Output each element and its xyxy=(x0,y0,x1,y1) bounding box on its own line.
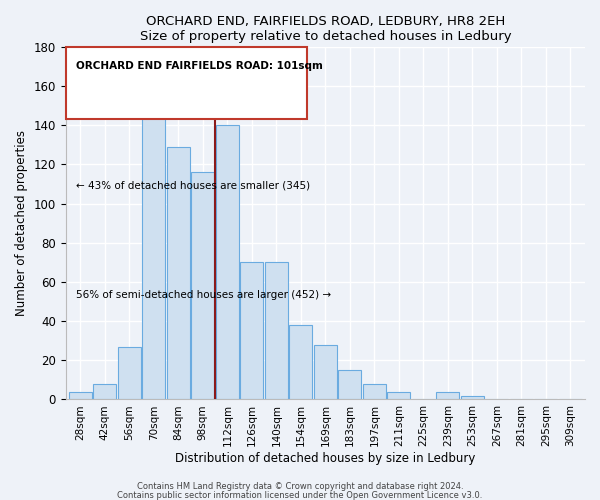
Y-axis label: Number of detached properties: Number of detached properties xyxy=(15,130,28,316)
Text: Contains HM Land Registry data © Crown copyright and database right 2024.: Contains HM Land Registry data © Crown c… xyxy=(137,482,463,491)
Text: Contains public sector information licensed under the Open Government Licence v3: Contains public sector information licen… xyxy=(118,490,482,500)
Text: 56% of semi-detached houses are larger (452) →: 56% of semi-detached houses are larger (… xyxy=(76,290,331,300)
Bar xyxy=(240,262,263,400)
Bar xyxy=(167,147,190,400)
Title: ORCHARD END, FAIRFIELDS ROAD, LEDBURY, HR8 2EH
Size of property relative to deta: ORCHARD END, FAIRFIELDS ROAD, LEDBURY, H… xyxy=(140,15,511,43)
Bar xyxy=(387,392,410,400)
Bar xyxy=(69,392,92,400)
FancyBboxPatch shape xyxy=(65,47,307,119)
Bar xyxy=(461,396,484,400)
Bar xyxy=(265,262,288,400)
Bar xyxy=(338,370,361,400)
X-axis label: Distribution of detached houses by size in Ledbury: Distribution of detached houses by size … xyxy=(175,452,476,465)
Bar xyxy=(362,384,386,400)
Bar xyxy=(289,325,313,400)
Bar xyxy=(436,392,460,400)
Bar xyxy=(314,344,337,400)
Bar xyxy=(142,116,166,400)
Bar xyxy=(216,126,239,400)
Text: ORCHARD END FAIRFIELDS ROAD: 101sqm: ORCHARD END FAIRFIELDS ROAD: 101sqm xyxy=(76,61,323,71)
Bar xyxy=(118,346,141,400)
Bar xyxy=(93,384,116,400)
Bar xyxy=(191,172,214,400)
Text: ← 43% of detached houses are smaller (345): ← 43% of detached houses are smaller (34… xyxy=(76,181,310,191)
